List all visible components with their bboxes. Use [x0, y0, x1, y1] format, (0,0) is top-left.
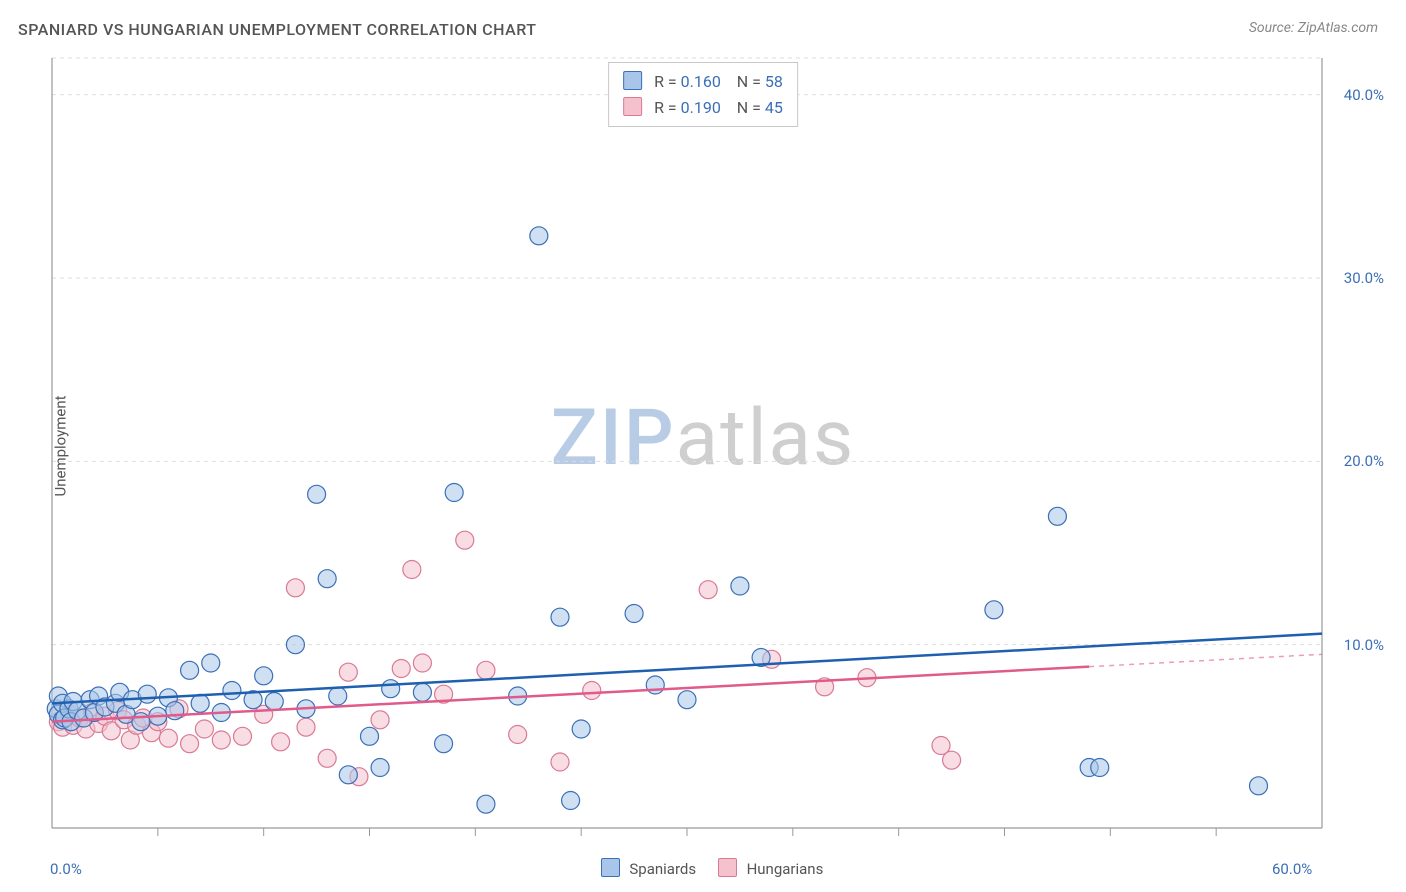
n-value-hungarians: 45: [765, 98, 783, 117]
n-value-spaniards: 58: [765, 72, 783, 91]
scatter-plot-svg: [0, 0, 1406, 892]
correlation-legend: R = 0.160 N = 58 R = 0.190 N = 45: [608, 62, 798, 127]
legend-row-spaniards: R = 0.160 N = 58: [623, 69, 783, 95]
r-value-spaniards: 0.160: [681, 72, 721, 91]
r-value-hungarians: 0.190: [681, 98, 721, 117]
legend-row-hungarians: R = 0.190 N = 45: [623, 95, 783, 121]
chart-container: SPANIARD VS HUNGARIAN UNEMPLOYMENT CORRE…: [0, 0, 1406, 892]
legend-swatch-hungarians: [623, 97, 642, 116]
legend-swatch-spaniards: [623, 71, 642, 90]
